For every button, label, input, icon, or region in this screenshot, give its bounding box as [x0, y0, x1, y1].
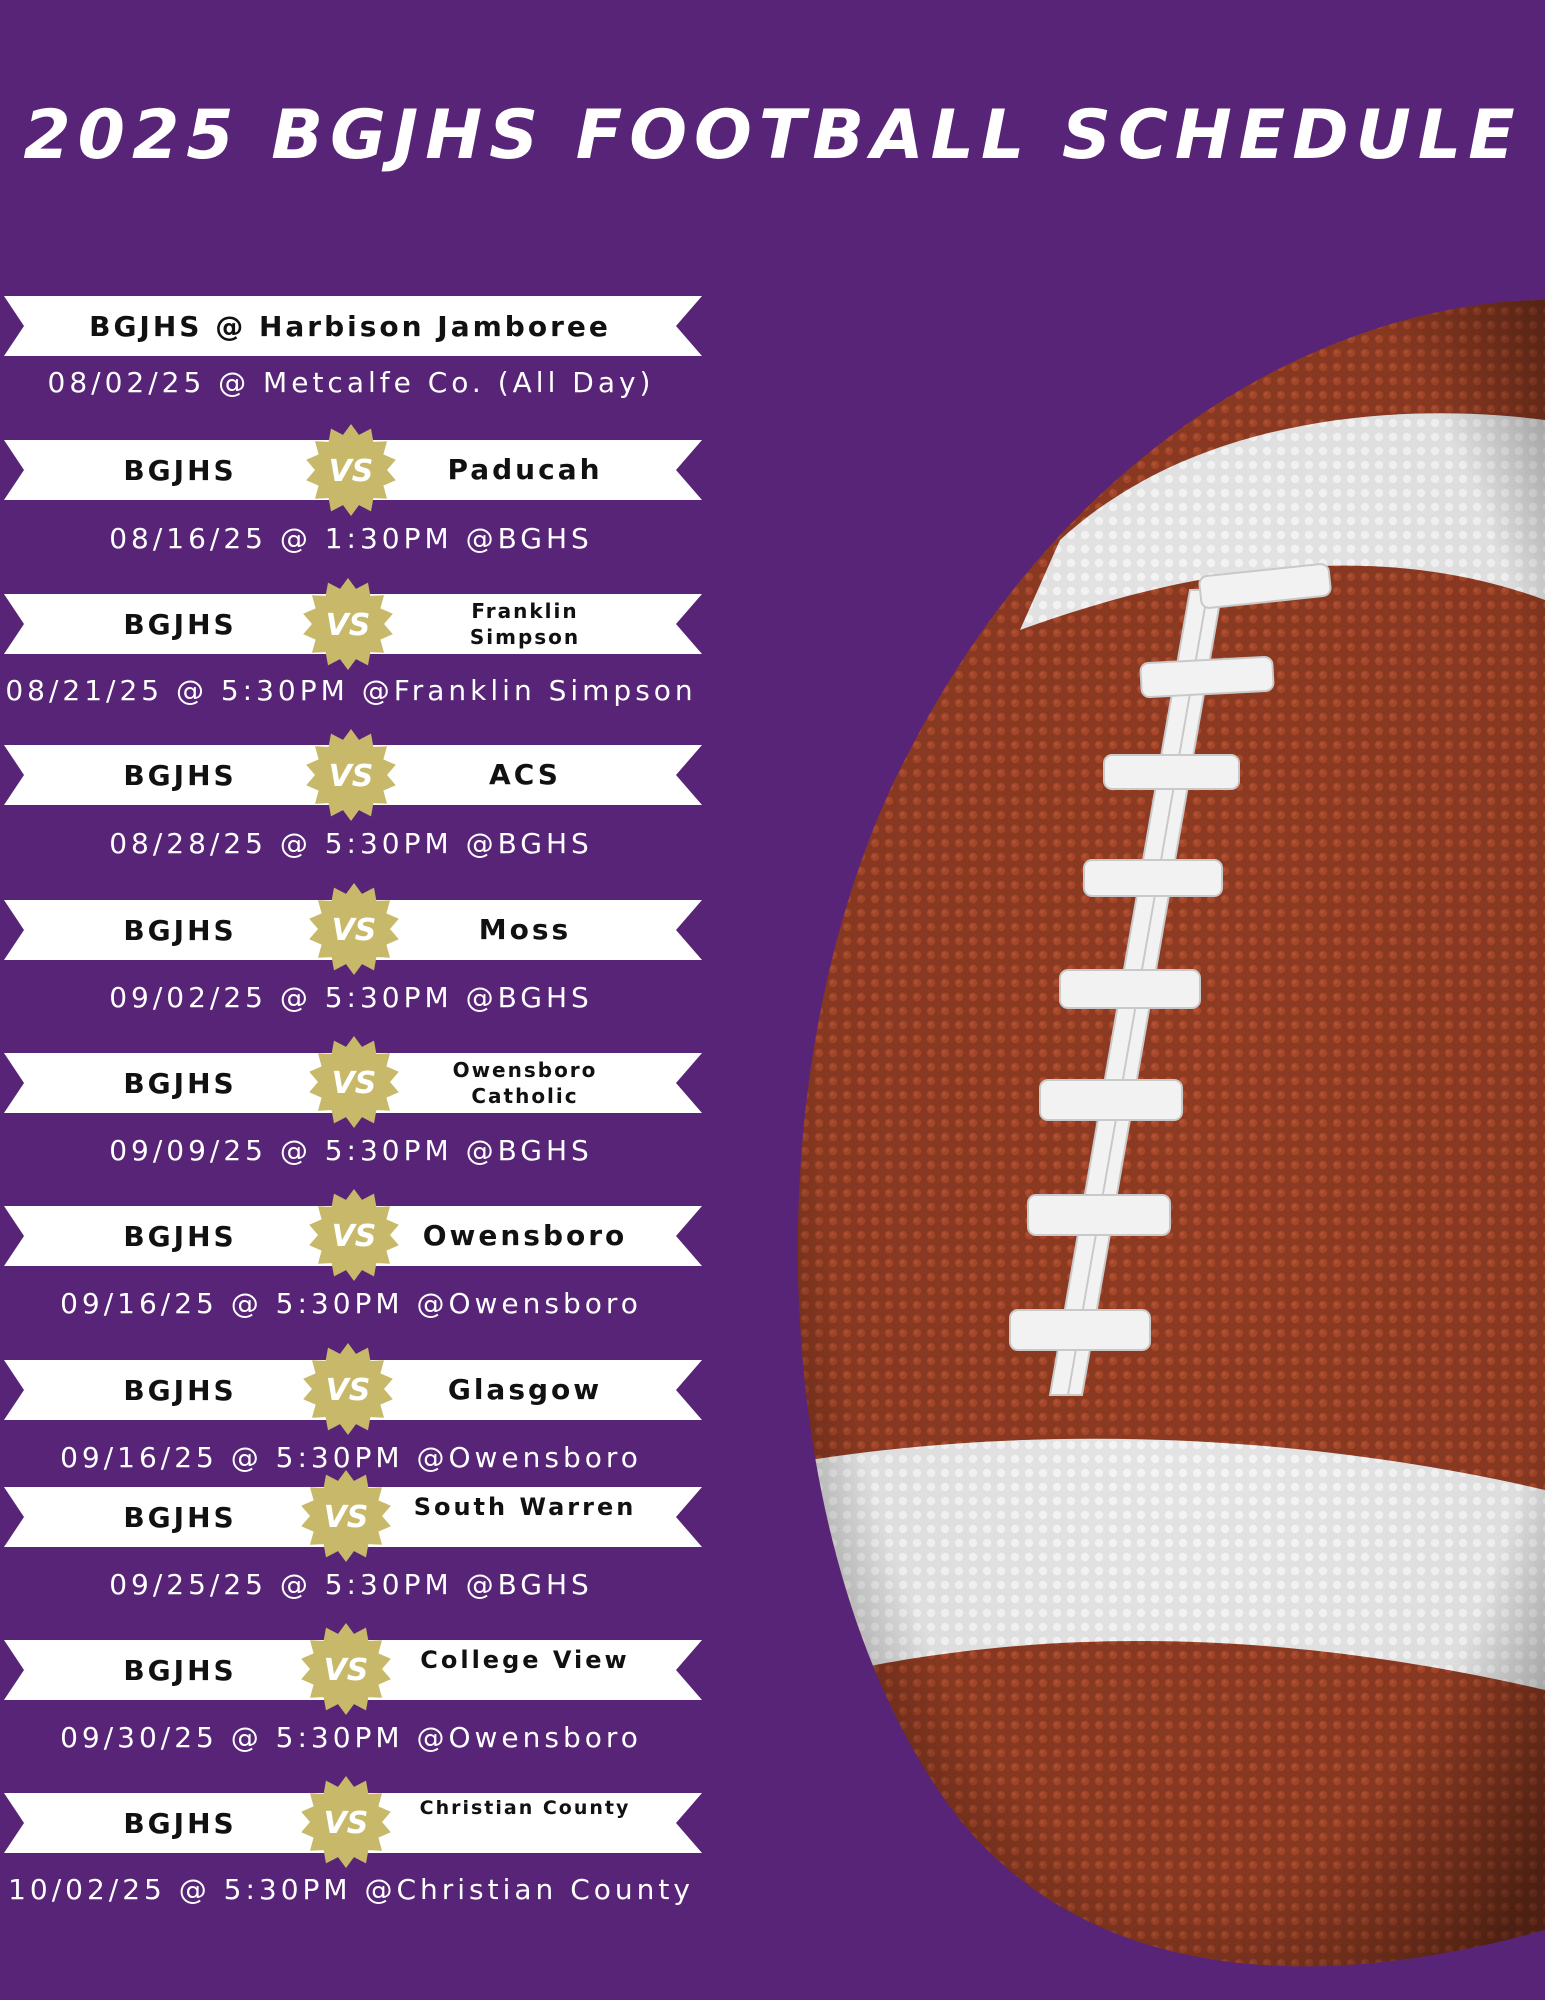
opponent-team: South Warren — [413, 1493, 637, 1521]
vs-badge: VS — [302, 1343, 394, 1435]
jamboree-ribbon: BGJHS @ Harbison Jamboree — [4, 296, 702, 356]
vs-starburst — [301, 1470, 391, 1562]
home-team: BGJHS — [123, 1066, 237, 1100]
football-illustration — [797, 300, 1545, 1967]
vs-label: VS — [326, 1373, 371, 1408]
vs-badge: VS — [300, 1470, 392, 1562]
home-team: BGJHS — [123, 913, 237, 947]
game-info: 10/02/25 @ 5:30PM @Christian County — [8, 1873, 694, 1906]
laces — [1009, 563, 1332, 1396]
game-info: 09/25/25 @ 5:30PM @BGHS — [109, 1568, 593, 1601]
opponent-team: Franklin Simpson — [469, 599, 581, 649]
home-team: BGJHS — [123, 1806, 237, 1840]
home-team: BGJHS — [123, 607, 237, 641]
game-info: 08/16/25 @ 1:30PM @BGHS — [109, 522, 593, 555]
game-info: 09/16/25 @ 5:30PM @Owensboro — [60, 1287, 642, 1320]
vs-label: VS — [324, 1806, 369, 1841]
vs-badge: VS — [308, 1036, 400, 1128]
opponent-team: Owensboro Catholic — [452, 1058, 598, 1108]
vs-starburst — [301, 1623, 391, 1715]
vs-badge: VS — [305, 424, 397, 516]
vs-badge: VS — [305, 729, 397, 821]
game-info: 09/02/25 @ 5:30PM @BGHS — [109, 981, 593, 1014]
game-info: 09/09/25 @ 5:30PM @BGHS — [109, 1134, 593, 1167]
opponent-team: Christian County — [419, 1797, 631, 1819]
vs-badge: VS — [300, 1623, 392, 1715]
home-team: BGJHS — [123, 1500, 237, 1534]
home-team: BGJHS — [123, 1653, 237, 1687]
vs-starburst — [303, 578, 393, 670]
vs-label: VS — [324, 1653, 369, 1688]
jamboree-info: 08/02/25 @ Metcalfe Co. (All Day) — [47, 366, 655, 399]
opponent-team: College View — [420, 1646, 630, 1674]
opponent-team: Moss — [478, 913, 572, 946]
opponent-team: Glasgow — [447, 1373, 603, 1406]
vs-starburst — [306, 424, 396, 516]
vs-badge: VS — [308, 1189, 400, 1281]
page-title: 2025 BGJHS FOOTBALL SCHEDULE — [23, 96, 1522, 175]
vs-label: VS — [324, 1500, 369, 1535]
jamboree-label: BGJHS @ Harbison Jamboree — [89, 309, 611, 343]
vs-starburst — [301, 1776, 391, 1868]
vs-label: VS — [329, 454, 374, 489]
home-team: BGJHS — [123, 453, 237, 487]
game-info: 08/21/25 @ 5:30PM @Franklin Simpson — [5, 674, 697, 707]
home-team: BGJHS — [123, 1373, 237, 1407]
vs-label: VS — [332, 1219, 377, 1254]
opponent-team: ACS — [489, 758, 561, 791]
vs-starburst — [309, 883, 399, 975]
home-team: BGJHS — [123, 1219, 237, 1253]
vs-badge: VS — [302, 578, 394, 670]
opponent-team: Paducah — [447, 453, 603, 486]
vs-starburst — [309, 1036, 399, 1128]
vs-label: VS — [329, 759, 374, 794]
vs-badge: VS — [300, 1776, 392, 1868]
game-info: 09/16/25 @ 5:30PM @Owensboro — [60, 1441, 642, 1474]
game-info: 08/28/25 @ 5:30PM @BGHS — [109, 827, 593, 860]
vs-label: VS — [332, 913, 377, 948]
opponent-team: Owensboro — [422, 1219, 628, 1252]
vs-label: VS — [326, 608, 371, 643]
vs-starburst — [303, 1343, 393, 1435]
vs-starburst — [309, 1189, 399, 1281]
home-team: BGJHS — [123, 758, 237, 792]
vs-label: VS — [332, 1066, 377, 1101]
vs-badge: VS — [308, 883, 400, 975]
game-info: 09/30/25 @ 5:30PM @Owensboro — [60, 1721, 642, 1754]
vs-starburst — [306, 729, 396, 821]
